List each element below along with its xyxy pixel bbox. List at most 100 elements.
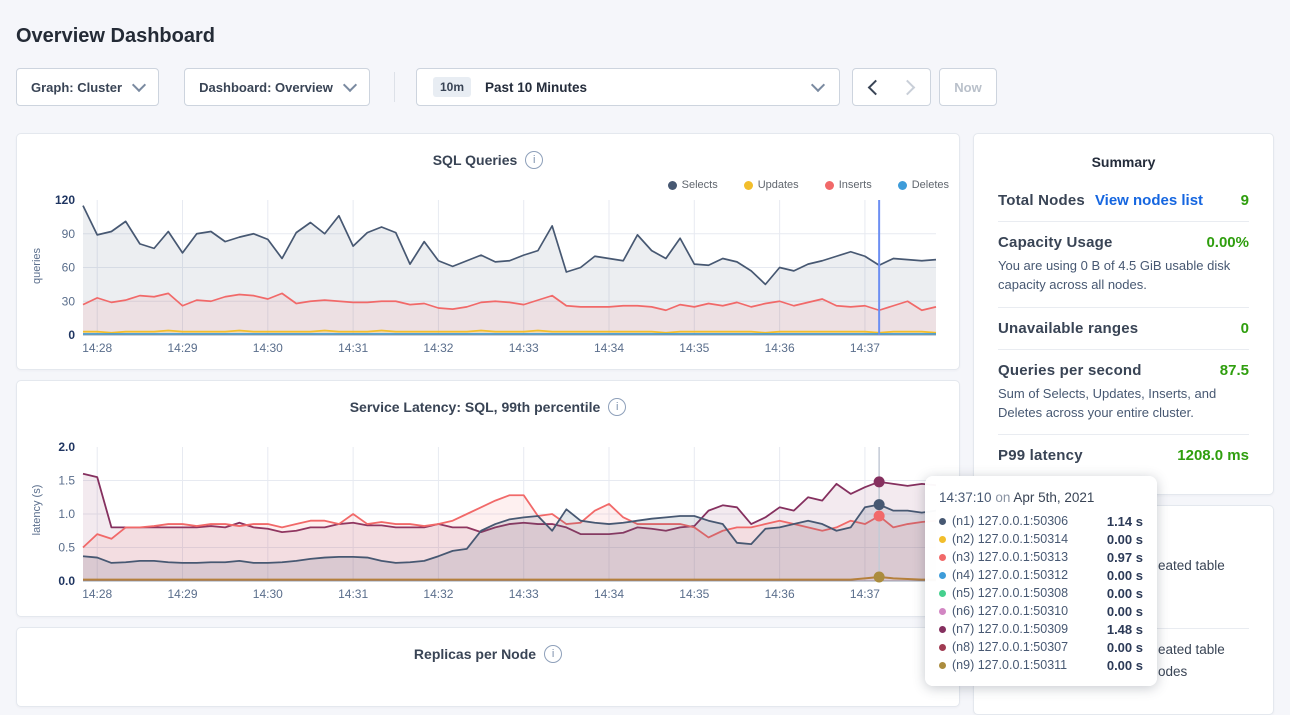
now-button[interactable]: Now [939,68,997,106]
node-color-dot-icon [939,518,946,525]
node-latency-value: 0.00 s [1107,568,1143,583]
svg-text:14:35: 14:35 [679,587,709,601]
svg-text:1.5: 1.5 [58,474,75,488]
total-nodes-value: 9 [1241,192,1249,209]
hover-point-dot [874,476,885,487]
svg-text:14:36: 14:36 [765,341,795,355]
node-latency-value: 0.00 s [1107,586,1143,601]
svg-text:14:37: 14:37 [850,587,880,601]
svg-text:14:35: 14:35 [679,341,709,355]
summary-title: Summary [974,134,1273,180]
graph-scope-dropdown[interactable]: Graph: Cluster [16,68,159,106]
graph-scope-label: Graph: Cluster [31,80,122,95]
hover-point-dot [874,511,885,522]
svg-text:90: 90 [62,227,76,241]
node-latency-value: 0.00 s [1107,532,1143,547]
tooltip-node-rows: (n1) 127.0.0.1:503061.14 s(n2) 127.0.0.1… [939,512,1143,674]
dashboard-dropdown[interactable]: Dashboard: Overview [184,68,370,106]
event-row-fragment: eated table [1158,642,1225,657]
service-latency-plot[interactable]: 14:2814:2914:3014:3114:3214:3314:3414:35… [17,381,961,618]
tooltip-time: 14:37:10 [939,490,992,505]
unavailable-ranges-label: Unavailable ranges [998,320,1138,337]
node-address: (n9) 127.0.0.1:50311 [952,658,1101,672]
controls-divider [394,72,395,102]
node-latency-value: 1.48 s [1107,622,1143,637]
p99-latency-label: P99 latency [998,447,1083,464]
time-prev-button[interactable] [852,68,892,106]
node-color-dot-icon [939,626,946,633]
summary-capacity-section: Capacity Usage 0.00% You are using 0 B o… [998,221,1249,307]
node-color-dot-icon [939,644,946,651]
node-address: (n4) 127.0.0.1:50312 [952,568,1101,582]
chevron-down-icon [811,77,825,91]
event-row-fragment: odes [1158,664,1187,679]
chart-hover-tooltip: 14:37:10 on Apr 5th, 2021 (n1) 127.0.0.1… [925,476,1157,686]
sql-queries-plot[interactable]: 14:2814:2914:3014:3114:3214:3314:3414:35… [17,134,961,371]
qps-label: Queries per second [998,362,1142,379]
tooltip-node-row: (n6) 127.0.0.1:503100.00 s [939,602,1143,620]
node-color-dot-icon [939,662,946,669]
node-color-dot-icon [939,572,946,579]
svg-text:0.5: 0.5 [58,541,75,555]
svg-text:60: 60 [62,261,76,275]
tooltip-conjunction: on [995,490,1010,505]
svg-text:14:28: 14:28 [82,341,112,355]
tooltip-node-row: (n9) 127.0.0.1:50311 0.00 s [939,656,1143,674]
page-title: Overview Dashboard [16,25,215,48]
qps-description: Sum of Selects, Updates, Inserts, and De… [998,385,1249,423]
node-address: (n6) 127.0.0.1:50310 [952,604,1101,618]
tooltip-node-row: (n5) 127.0.0.1:50308 0.00 s [939,584,1143,602]
node-address: (n1) 127.0.0.1:50306 [952,514,1101,528]
svg-text:14:30: 14:30 [253,341,283,355]
node-latency-value: 0.00 s [1107,640,1143,655]
tooltip-node-row: (n8) 127.0.0.1:503070.00 s [939,638,1143,656]
dashboard-label: Dashboard: Overview [199,80,333,95]
capacity-usage-description: You are using 0 B of 4.5 GiB usable disk… [998,257,1249,295]
svg-text:14:29: 14:29 [168,341,198,355]
svg-text:14:31: 14:31 [338,341,368,355]
chevron-down-icon [343,77,357,91]
svg-text:14:34: 14:34 [594,587,624,601]
node-address: (n5) 127.0.0.1:50308 [952,586,1101,600]
svg-text:14:28: 14:28 [82,587,112,601]
service-latency-chart-card: Service Latency: SQL, 99th percentile la… [16,380,960,617]
node-address: (n7) 127.0.0.1:50309 [952,622,1101,636]
node-color-dot-icon [939,554,946,561]
tooltip-node-row: (n2) 127.0.0.1:50314 0.00 s [939,530,1143,548]
node-color-dot-icon [939,590,946,597]
tooltip-node-row: (n4) 127.0.0.1:50312 0.00 s [939,566,1143,584]
hover-point-dot [874,571,885,582]
summary-unavailable-section: Unavailable ranges 0 [998,307,1249,349]
summary-p99-section: P99 latency 1208.0 ms [998,434,1249,476]
chart-title-text: Replicas per Node [414,646,536,662]
svg-text:1.0: 1.0 [58,507,75,521]
hover-point-dot [874,499,885,510]
svg-text:2.0: 2.0 [58,440,75,454]
tooltip-date: Apr 5th, 2021 [1013,490,1094,505]
node-latency-value: 0.00 s [1107,658,1143,673]
chevron-down-icon [132,77,146,91]
capacity-usage-label: Capacity Usage [998,234,1113,251]
svg-text:14:34: 14:34 [594,341,624,355]
sql-queries-chart-card: SQL Queries SelectsUpdatesInsertsDeletes… [16,133,960,370]
replicas-per-node-title: Replicas per Node [17,645,959,663]
capacity-usage-value: 0.00% [1206,234,1249,251]
summary-qps-section: Queries per second 87.5 Sum of Selects, … [998,349,1249,435]
event-row-fragment: eated table [1158,558,1225,573]
node-color-dot-icon [939,536,946,543]
node-address: (n3) 127.0.0.1:50313 [952,550,1101,564]
time-range-badge: 10m [433,77,471,97]
node-color-dot-icon [939,608,946,615]
svg-text:30: 30 [62,294,76,308]
view-nodes-list-link[interactable]: View nodes list [1095,192,1203,209]
svg-text:0.0: 0.0 [58,574,75,588]
info-icon[interactable] [544,645,562,663]
total-nodes-label: Total Nodes [998,192,1085,209]
svg-text:120: 120 [55,193,75,207]
time-next-button[interactable] [891,68,931,106]
svg-text:14:30: 14:30 [253,587,283,601]
node-address: (n2) 127.0.0.1:50314 [952,532,1101,546]
svg-text:14:31: 14:31 [338,587,368,601]
time-range-picker[interactable]: 10m Past 10 Minutes [416,68,840,106]
chevron-left-icon [867,79,883,95]
